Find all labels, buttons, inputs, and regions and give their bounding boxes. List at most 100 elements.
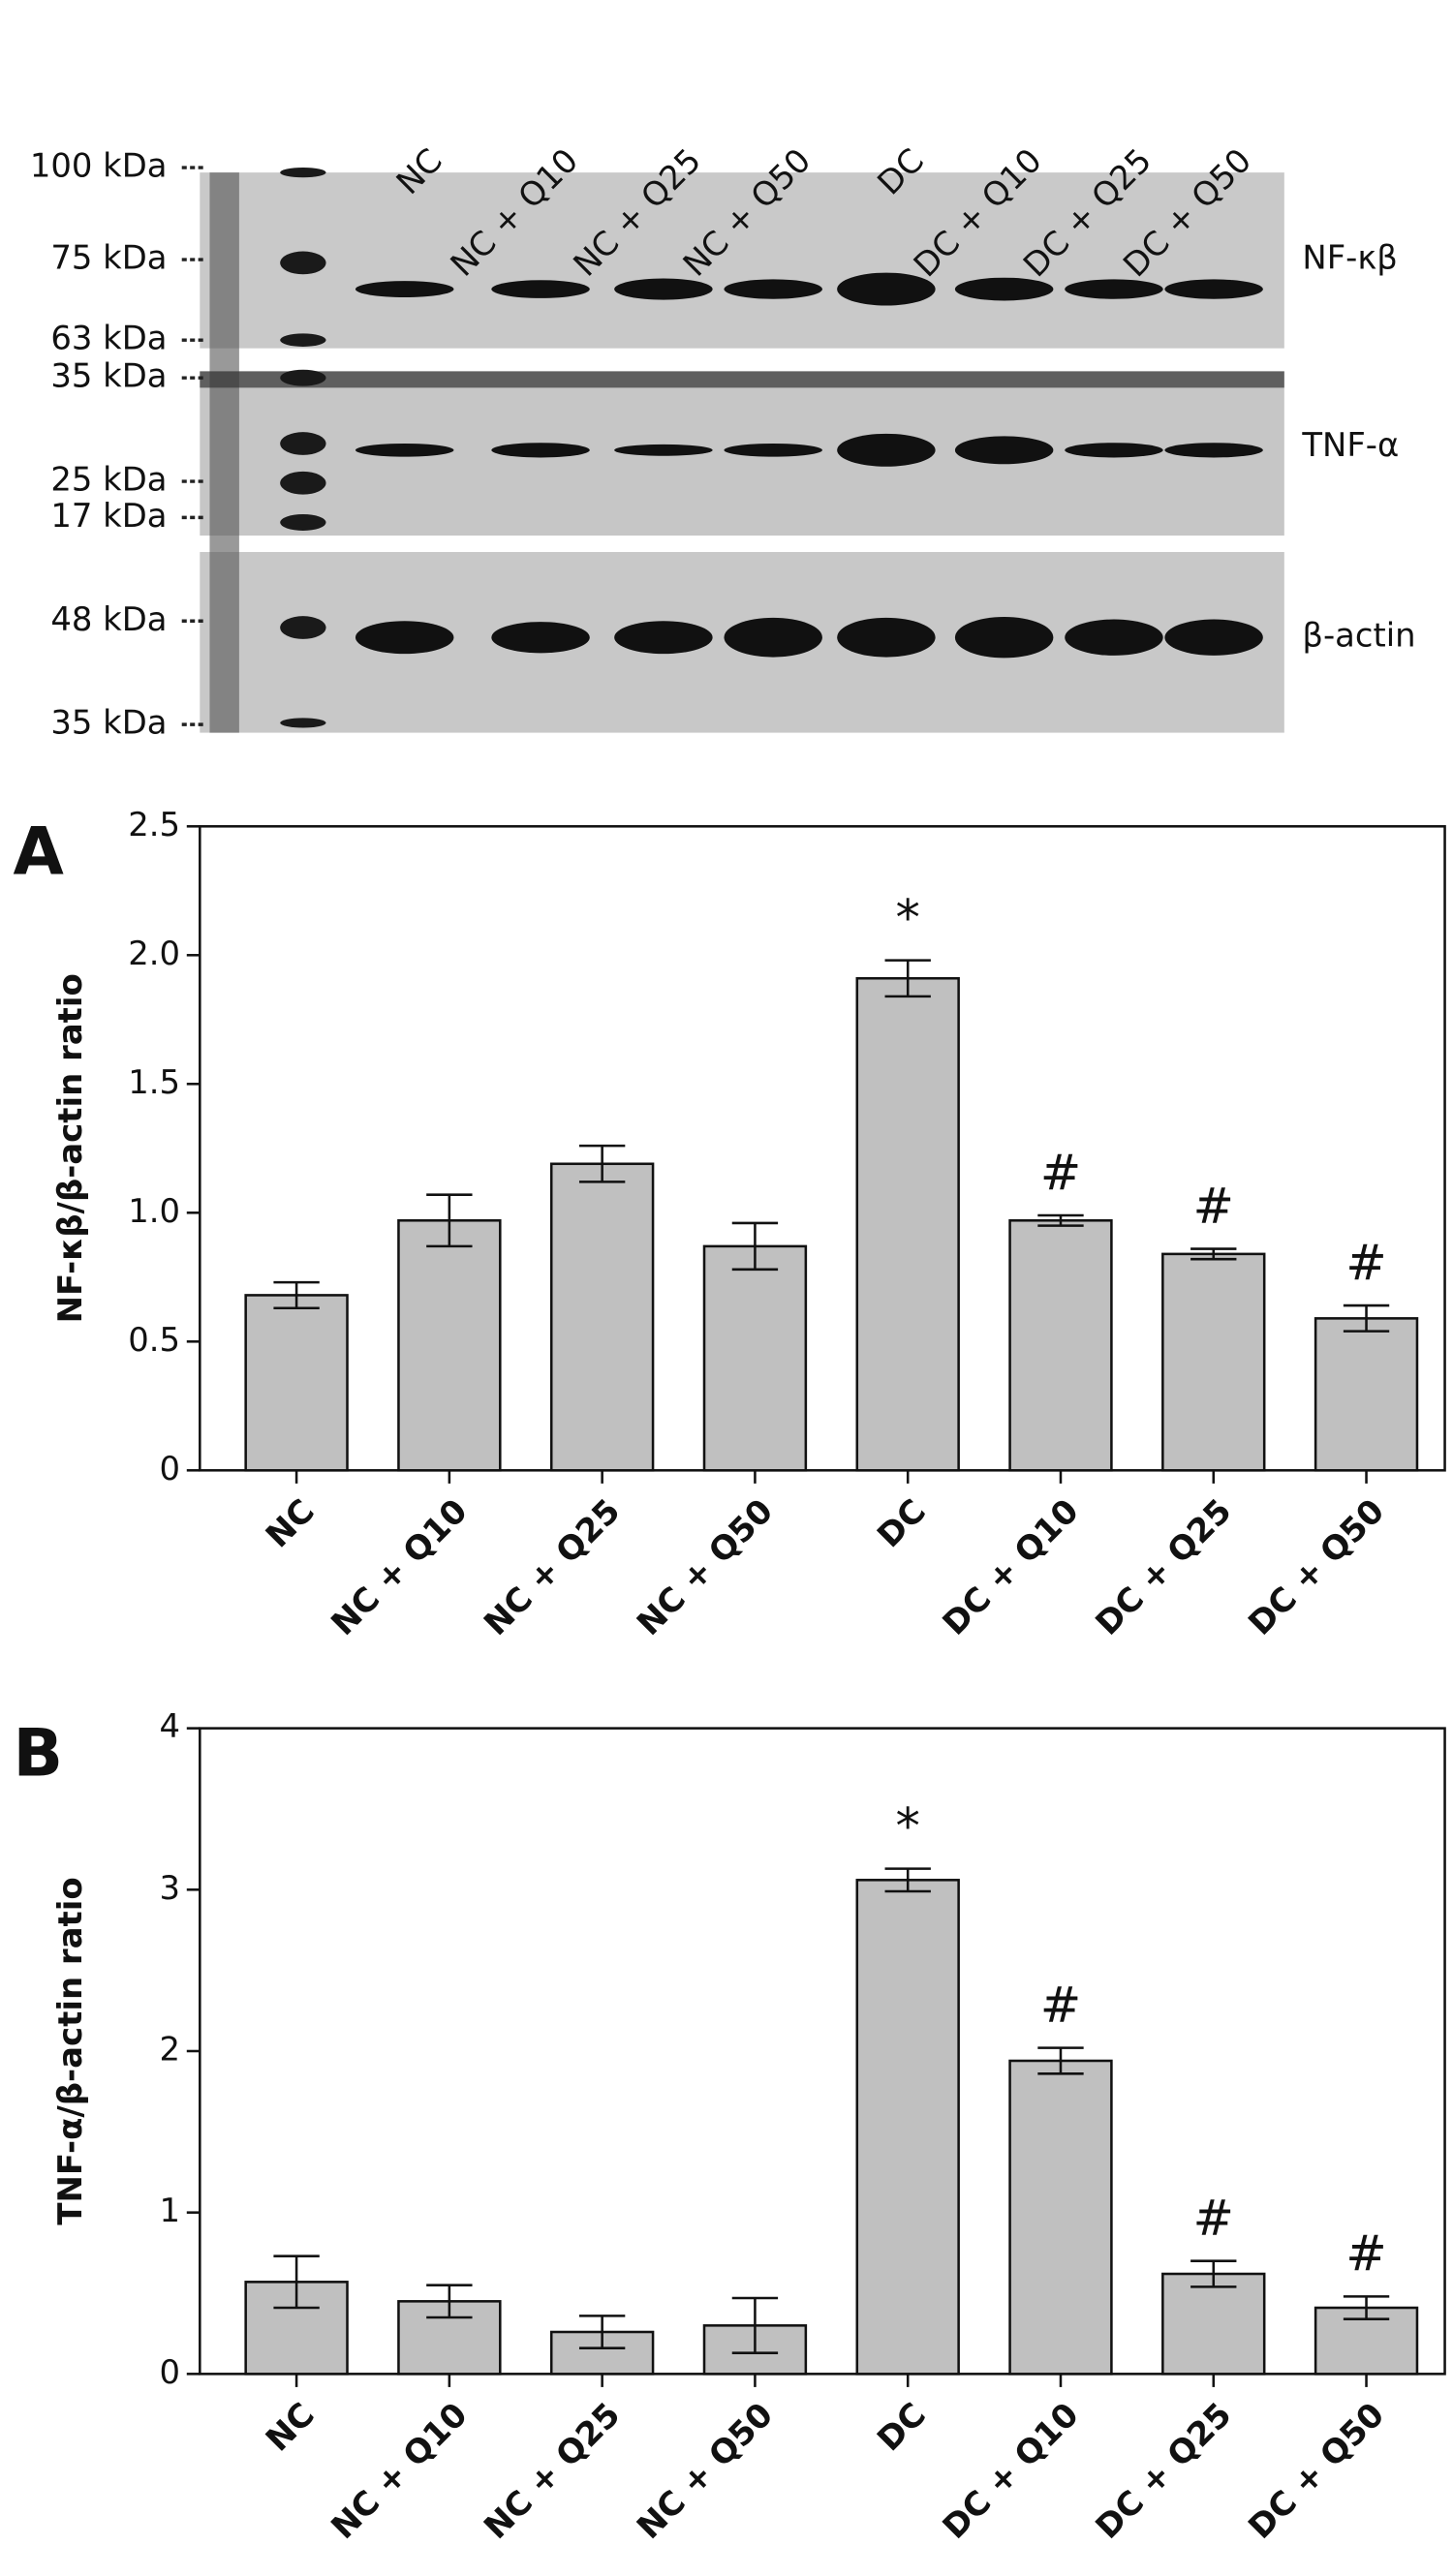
blot-band bbox=[724, 279, 822, 299]
blot-edge bbox=[209, 172, 239, 733]
x-tick-label: NC bbox=[259, 1491, 322, 1554]
blot-band bbox=[954, 617, 1054, 659]
ladder-band bbox=[280, 471, 326, 495]
y-tick-label: 2.0 bbox=[128, 935, 180, 972]
y-axis-title: TNF-α/β-actin ratio bbox=[51, 1877, 89, 2224]
blot-band bbox=[724, 444, 822, 457]
error-bar bbox=[1037, 2046, 1084, 2075]
marker-label: 35 kDa bbox=[50, 704, 167, 742]
ladder-band bbox=[280, 513, 326, 531]
protein-label: β-actin bbox=[1302, 617, 1415, 655]
y-axis-title: NF-κβ/β-actin ratio bbox=[51, 973, 89, 1323]
bar bbox=[855, 976, 960, 1472]
x-tick-label: DC + Q25 bbox=[1088, 1491, 1238, 1642]
panel-label: B bbox=[14, 1715, 64, 1792]
error-bar bbox=[884, 1867, 931, 1893]
blot-band bbox=[614, 444, 713, 456]
ladder-band bbox=[280, 333, 326, 347]
marker-label: 100 kDa bbox=[30, 147, 168, 185]
y-tick-label: 1.0 bbox=[128, 1192, 180, 1230]
marker-label: 17 kDa bbox=[50, 497, 167, 535]
blot-band bbox=[1065, 279, 1163, 299]
blot-band bbox=[1164, 619, 1263, 656]
y-tick-label: 2 bbox=[160, 2030, 181, 2068]
error-bar bbox=[1190, 1247, 1237, 1261]
x-tick-label: DC + Q10 bbox=[936, 1491, 1086, 1642]
ladder-band bbox=[280, 432, 326, 455]
x-tick-label: DC + Q50 bbox=[1241, 1491, 1391, 1642]
ladder-band bbox=[280, 718, 326, 728]
x-tick-label: NC + Q25 bbox=[477, 1491, 627, 1642]
ladder-band bbox=[280, 616, 326, 639]
y-tick-label: 0 bbox=[160, 2353, 181, 2391]
error-bar bbox=[731, 1221, 779, 1272]
y-tick-label: 1.5 bbox=[128, 1063, 180, 1101]
ladder-band bbox=[280, 251, 326, 275]
bar bbox=[1161, 1252, 1266, 1472]
error-bar bbox=[1343, 2295, 1390, 2320]
bar bbox=[855, 1879, 960, 2376]
y-tick-label: 2.5 bbox=[128, 806, 180, 843]
x-tick-label: DC + Q25 bbox=[1088, 2395, 1238, 2546]
ladder-band bbox=[280, 369, 326, 386]
y-tick-label: 1 bbox=[160, 2192, 181, 2229]
blot-band bbox=[355, 444, 454, 457]
blot-band bbox=[724, 617, 822, 658]
significance-marker: * bbox=[896, 889, 920, 946]
bar bbox=[1008, 2059, 1113, 2376]
error-bar bbox=[426, 2284, 473, 2319]
x-tick-label: DC bbox=[870, 2395, 933, 2458]
error-bar bbox=[884, 959, 931, 998]
blot-band bbox=[837, 272, 936, 306]
blot-band bbox=[491, 622, 590, 654]
y-tick-label: 3 bbox=[160, 1869, 181, 1907]
x-tick-label: DC bbox=[870, 1491, 933, 1554]
y-tick-label: 0 bbox=[160, 1450, 181, 1487]
blot-band bbox=[1164, 279, 1263, 299]
error-bar bbox=[731, 2296, 779, 2354]
blot-band bbox=[1164, 443, 1263, 458]
error-bar bbox=[1037, 1213, 1084, 1227]
blot-band bbox=[837, 433, 936, 467]
blot-band bbox=[954, 277, 1054, 301]
blot-panel bbox=[200, 172, 1284, 349]
error-bar bbox=[426, 1193, 473, 1248]
blot-band bbox=[355, 621, 454, 655]
bar bbox=[1314, 1317, 1419, 1472]
error-bar bbox=[273, 1280, 320, 1309]
x-tick-label: NC + Q10 bbox=[324, 1491, 474, 1642]
significance-marker: # bbox=[1345, 2225, 1386, 2283]
significance-marker: # bbox=[1193, 2190, 1234, 2247]
marker-label: 63 kDa bbox=[50, 320, 167, 357]
significance-marker: * bbox=[896, 1797, 920, 1855]
protein-label: TNF-α bbox=[1301, 426, 1399, 464]
bar bbox=[1008, 1219, 1113, 1472]
marker-label: 75 kDa bbox=[50, 239, 167, 277]
blot-band bbox=[491, 443, 590, 458]
x-tick-label: NC + Q25 bbox=[477, 2395, 627, 2546]
x-tick-label: DC + Q10 bbox=[936, 2395, 1086, 2546]
marker-label: 25 kDa bbox=[50, 461, 167, 499]
blot-band bbox=[355, 281, 454, 298]
blot-band bbox=[837, 617, 936, 658]
protein-label: NF-κβ bbox=[1302, 239, 1397, 277]
significance-marker: # bbox=[1193, 1178, 1234, 1235]
bar bbox=[1161, 2272, 1266, 2376]
y-tick-label: 4 bbox=[160, 1707, 181, 1745]
error-bar bbox=[578, 2315, 626, 2349]
plot-frame bbox=[199, 825, 1446, 1472]
marker-label: 35 kDa bbox=[50, 357, 167, 395]
blot-band bbox=[614, 278, 713, 300]
blot-band bbox=[954, 436, 1054, 465]
error-bar bbox=[1190, 2259, 1237, 2288]
blot-band bbox=[491, 280, 590, 298]
x-tick-label: NC + Q50 bbox=[630, 1491, 780, 1642]
blot-edge bbox=[200, 371, 1284, 388]
blot-band bbox=[614, 621, 713, 655]
bar bbox=[244, 1294, 349, 1472]
ladder-band bbox=[280, 168, 326, 178]
blot-band bbox=[1065, 443, 1163, 458]
significance-marker: # bbox=[1345, 1234, 1386, 1291]
x-tick-label: NC + Q10 bbox=[324, 2395, 474, 2546]
